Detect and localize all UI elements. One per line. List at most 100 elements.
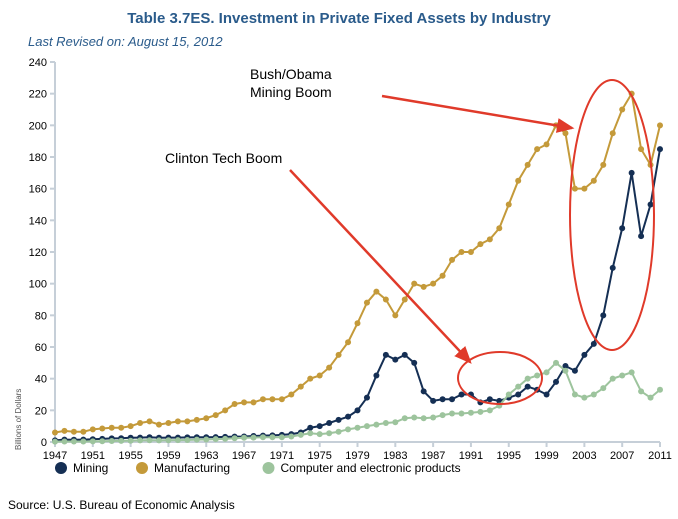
- series-marker: [364, 300, 370, 306]
- series-marker: [544, 141, 550, 147]
- series-marker: [383, 420, 389, 426]
- series-marker: [288, 433, 294, 439]
- y-tick-label: 120: [29, 247, 47, 259]
- series-marker: [440, 396, 446, 402]
- series-marker: [610, 265, 616, 271]
- series-marker: [411, 281, 417, 287]
- series-marker: [194, 437, 200, 443]
- series-marker: [638, 388, 644, 394]
- series-marker: [317, 423, 323, 429]
- series-marker: [336, 352, 342, 358]
- series-marker: [109, 438, 115, 444]
- series-marker: [317, 373, 323, 379]
- series-marker: [241, 435, 247, 441]
- chart-svg: 020406080100120140160180200220240 194719…: [0, 0, 678, 519]
- series-marker: [222, 436, 228, 442]
- legend-label: Manufacturing: [154, 461, 230, 475]
- x-ticks: 1947195119551959196319671971197519791983…: [43, 442, 672, 462]
- series-marker: [71, 439, 77, 445]
- series-marker: [99, 426, 105, 432]
- series-marker: [534, 146, 540, 152]
- series-marker: [496, 225, 502, 231]
- series-marker: [629, 170, 635, 176]
- series-marker: [506, 202, 512, 208]
- y-tick-label: 240: [29, 57, 47, 69]
- series-marker: [307, 425, 313, 431]
- series-marker: [619, 107, 625, 113]
- series-marker: [99, 438, 105, 444]
- y-tick-label: 0: [41, 437, 47, 449]
- series-marker: [52, 439, 58, 445]
- legend-label: Mining: [73, 461, 108, 475]
- series-marker: [147, 437, 153, 443]
- series-marker: [307, 430, 313, 436]
- series-marker: [364, 395, 370, 401]
- annotation-arrow-bush-obama: [382, 96, 572, 128]
- legend: MiningManufacturingComputer and electron…: [55, 461, 461, 475]
- series-marker: [232, 401, 238, 407]
- series-marker: [203, 436, 209, 442]
- series-marker: [175, 437, 181, 443]
- series-marker: [213, 436, 219, 442]
- series-marker: [345, 426, 351, 432]
- series-marker: [232, 435, 238, 441]
- series-marker: [260, 396, 266, 402]
- series-marker: [468, 410, 474, 416]
- series-marker: [487, 396, 493, 402]
- series-marker: [184, 418, 190, 424]
- series-marker: [222, 407, 228, 413]
- series-marker: [525, 376, 531, 382]
- series-marker: [610, 376, 616, 382]
- series-marker: [449, 257, 455, 263]
- legend-swatch: [55, 462, 67, 474]
- annotations-group: [290, 80, 654, 404]
- series-marker: [307, 376, 313, 382]
- x-tick-label: 2003: [572, 450, 596, 462]
- series-marker: [175, 418, 181, 424]
- series-marker: [326, 430, 332, 436]
- series-marker: [421, 415, 427, 421]
- series-marker: [383, 297, 389, 303]
- series-marker: [402, 415, 408, 421]
- series-marker: [449, 396, 455, 402]
- series-marker: [373, 422, 379, 428]
- series-marker: [581, 186, 587, 192]
- y-tick-label: 100: [29, 279, 47, 291]
- x-tick-label: 1995: [497, 450, 521, 462]
- series-marker: [544, 369, 550, 375]
- series-marker: [477, 241, 483, 247]
- series-marker: [430, 281, 436, 287]
- x-tick-label: 2011: [648, 450, 672, 462]
- series-marker: [430, 414, 436, 420]
- x-tick-label: 2007: [610, 450, 634, 462]
- series-marker: [458, 411, 464, 417]
- series-marker: [184, 437, 190, 443]
- series-marker: [156, 437, 162, 443]
- series-marker: [128, 423, 134, 429]
- y-tick-label: 200: [29, 120, 47, 132]
- series-marker: [477, 409, 483, 415]
- annotation-bush-obama: Bush/ObamaMining Boom: [250, 66, 332, 101]
- series-marker: [591, 178, 597, 184]
- series-marker: [619, 373, 625, 379]
- series-marker: [317, 431, 323, 437]
- annotation-arrow-clinton-tech: [290, 170, 470, 362]
- series-marker: [591, 392, 597, 398]
- annotation-ellipse-bush-obama: [570, 80, 654, 350]
- series-marker: [71, 429, 77, 435]
- series-marker: [487, 407, 493, 413]
- series-line-mining: [55, 149, 660, 440]
- series-marker: [468, 249, 474, 255]
- series-marker: [80, 439, 86, 445]
- series-marker: [298, 384, 304, 390]
- series-marker: [562, 368, 568, 374]
- series-marker: [581, 352, 587, 358]
- series-marker: [203, 415, 209, 421]
- series-marker: [61, 439, 67, 445]
- series-marker: [449, 411, 455, 417]
- series-marker: [525, 384, 531, 390]
- series-marker: [534, 373, 540, 379]
- series-marker: [544, 392, 550, 398]
- y-tick-label: 20: [35, 405, 47, 417]
- series-marker: [506, 392, 512, 398]
